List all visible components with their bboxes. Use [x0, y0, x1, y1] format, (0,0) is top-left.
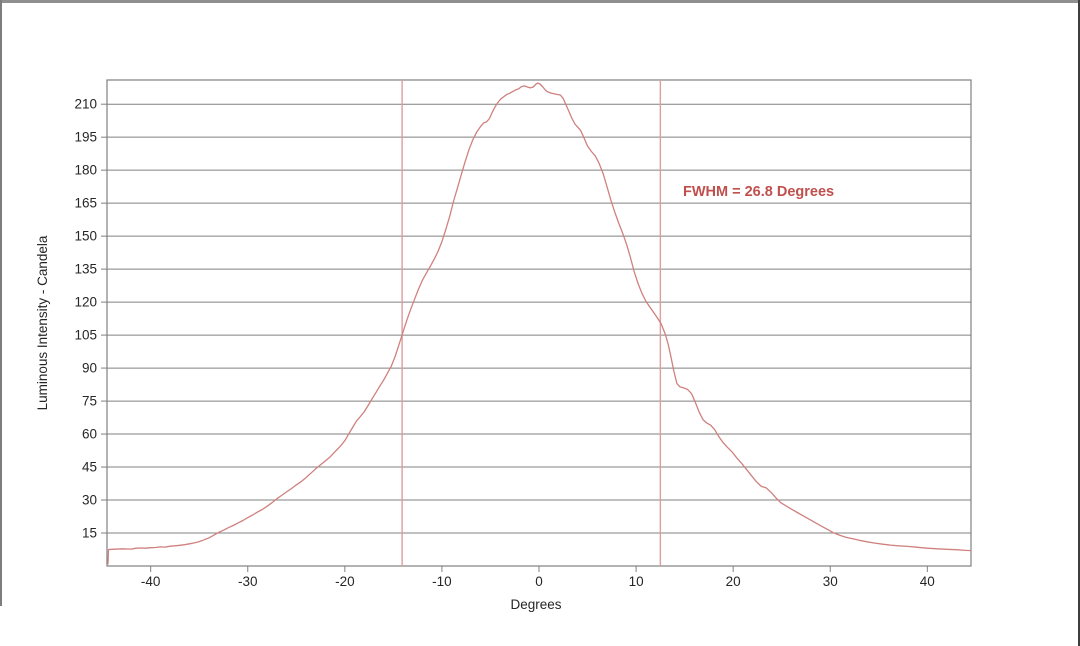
y-tick-label: 150: [74, 229, 97, 244]
x-axis-title: Degrees: [510, 597, 561, 612]
x-tick-label: 0: [535, 574, 543, 589]
y-tick-label: 180: [74, 163, 97, 178]
x-tick-label: 40: [920, 574, 935, 589]
y-tick-label: 45: [82, 460, 97, 475]
y-tick-label: 165: [74, 196, 97, 211]
y-tick-label: 75: [82, 394, 97, 409]
intensity-curve: [107, 82, 972, 565]
x-tick-label: -30: [238, 574, 258, 589]
x-tick-label: -40: [141, 574, 161, 589]
x-tick-label: -10: [432, 574, 452, 589]
y-tick-label: 90: [82, 361, 97, 376]
y-axis-title: Luminous Intensity - Candela: [35, 235, 50, 410]
window-right-edge: [1078, 0, 1080, 646]
x-tick-label: 10: [629, 574, 644, 589]
y-tick-label: 135: [74, 262, 97, 277]
y-tick-label: 120: [74, 295, 97, 310]
window-left-edge: [0, 0, 2, 606]
x-tick-label: 20: [726, 574, 741, 589]
y-tick-label: 105: [74, 328, 97, 343]
y-tick-label: 60: [82, 427, 97, 442]
fwhm-annotation: FWHM = 26.8 Degrees: [683, 184, 834, 200]
x-tick-label: 30: [823, 574, 838, 589]
y-tick-label: 210: [74, 97, 97, 112]
window-top-edge: [0, 0, 1080, 3]
x-tick-label: -20: [335, 574, 355, 589]
y-tick-label: 30: [82, 493, 97, 508]
y-tick-label: 195: [74, 130, 97, 145]
plot-border: [106, 79, 972, 567]
y-tick-label: 15: [82, 526, 97, 541]
